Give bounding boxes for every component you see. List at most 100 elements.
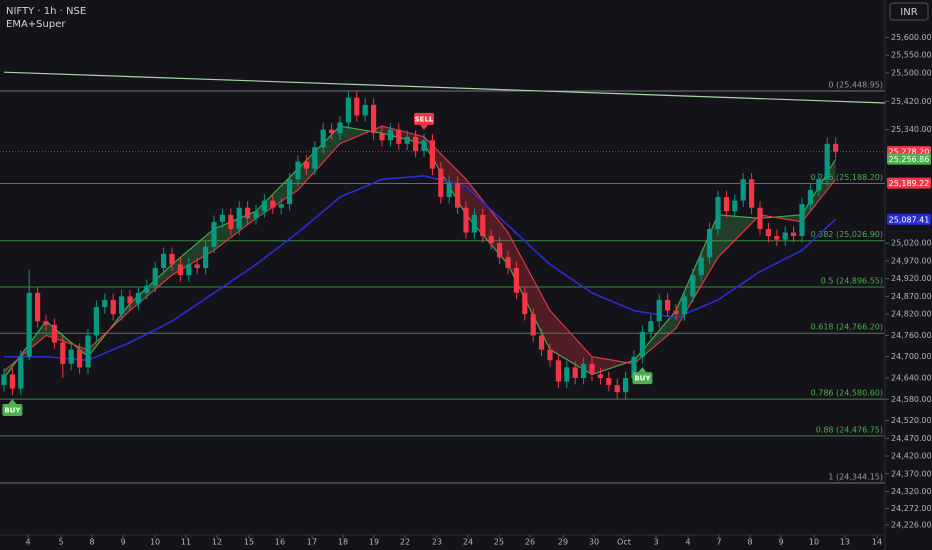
currency[interactable]: INR xyxy=(900,7,917,18)
x-tick-label: 30 xyxy=(589,538,599,547)
candle-body xyxy=(60,342,66,364)
currency-box[interactable] xyxy=(889,2,929,21)
candle-body xyxy=(639,331,646,357)
candle-body xyxy=(177,264,184,276)
candle-body xyxy=(219,214,226,222)
candle-body xyxy=(135,292,141,304)
signal-box xyxy=(2,404,23,417)
y-tick-label: 24,272.00 xyxy=(891,504,932,513)
cloud xyxy=(298,126,341,190)
candle-body xyxy=(396,129,402,144)
candle-body xyxy=(85,335,91,368)
signal-box xyxy=(414,112,435,125)
signal-pointer xyxy=(420,124,429,130)
y-tick-label: 25,500.00 xyxy=(891,68,932,77)
candle-body xyxy=(597,374,604,379)
price-tag-label: 25,087.41 xyxy=(889,215,930,224)
x-tick-label: 23 xyxy=(432,538,442,547)
y-tick-label: 25,420.00 xyxy=(891,97,932,106)
candle-body xyxy=(303,161,310,169)
y-tick-label: 24,470.00 xyxy=(891,434,932,443)
candle-body xyxy=(446,182,452,198)
signal-label: BUY xyxy=(634,375,651,383)
x-tick-label: 11 xyxy=(181,538,191,547)
x-tick-label: 14 xyxy=(872,538,882,547)
x-tick-label: 25 xyxy=(494,538,504,547)
x-tick-label: 19 xyxy=(369,538,379,547)
candle-body xyxy=(26,292,32,357)
candle-body xyxy=(93,307,99,336)
y-tick-label: 24,870.00 xyxy=(891,292,932,301)
candle-body xyxy=(799,204,805,237)
candle-body xyxy=(186,264,192,276)
candle-body xyxy=(614,385,620,393)
candle-body xyxy=(51,324,57,343)
candle-body xyxy=(723,197,730,212)
candle-body xyxy=(387,129,394,141)
x-tick-label: 9 xyxy=(120,538,125,547)
candle-body xyxy=(732,200,738,212)
y-tick-label: 24,420.00 xyxy=(891,452,932,461)
candle-body xyxy=(118,296,125,315)
x-tick-label: Oct xyxy=(617,538,631,547)
candle-body xyxy=(161,253,167,269)
candle-body xyxy=(312,147,318,169)
price-tag-label: 25,189.22 xyxy=(889,179,930,188)
candle-body xyxy=(278,204,284,208)
x-tick-label: 3 xyxy=(653,538,658,547)
y-tick-label: 24,320.00 xyxy=(891,487,932,496)
candle-body xyxy=(690,275,696,297)
candle-body xyxy=(194,264,200,269)
candle-body xyxy=(152,268,158,286)
y-tick-label: 24,820.00 xyxy=(891,310,932,319)
candle-body xyxy=(320,129,326,148)
signal-label: BUY xyxy=(4,407,21,415)
x-tick-label: 13 xyxy=(840,538,850,547)
candle-body xyxy=(295,161,301,180)
candle-body xyxy=(623,378,629,393)
fib-label: 0.618 (24,766.20) xyxy=(811,323,883,332)
candle-body xyxy=(749,179,755,208)
fib-label: 0.236 (25,188.20) xyxy=(811,173,883,182)
candle-body xyxy=(631,356,637,379)
y-tick-label: 25,020.00 xyxy=(891,239,932,248)
candle-body xyxy=(329,129,335,134)
candle-body xyxy=(497,243,503,258)
y-tick-label: 24,760.00 xyxy=(891,331,932,340)
x-tick-label: 10 xyxy=(150,538,160,547)
candle-body xyxy=(228,214,234,229)
x-tick-label: 8 xyxy=(89,538,94,547)
fib-label: 0.786 (24,580.60) xyxy=(811,389,883,398)
signal-pointer xyxy=(8,399,17,405)
candle-body xyxy=(488,236,494,244)
candle-body xyxy=(782,232,788,240)
x-tick-label: 15 xyxy=(244,538,254,547)
candle-body xyxy=(203,246,209,269)
indicator-line xyxy=(4,174,837,362)
candle-body xyxy=(236,207,242,229)
price-tag-label: 25,256.86 xyxy=(889,155,930,164)
candle-body xyxy=(522,292,528,315)
candle-body xyxy=(337,122,343,134)
plot-area: 0 (25,448.95) 0.236 (25,188.20) 0.382 (25,… xyxy=(0,71,887,484)
x-tick-label: 8 xyxy=(747,538,752,547)
candle-body xyxy=(379,133,385,141)
candle-body xyxy=(539,335,545,350)
y-tick-label: 24,370.00 xyxy=(891,469,932,478)
candle-body xyxy=(774,236,780,240)
x-tick-label: 29 xyxy=(558,538,568,547)
candle-body xyxy=(648,321,654,332)
x-tick-label: 17 xyxy=(307,538,317,547)
cloud xyxy=(172,228,215,276)
fib-label: 0 (25,448.95) xyxy=(828,80,883,89)
x-tick-label: 16 xyxy=(275,538,285,547)
candle-body xyxy=(169,253,175,265)
candle-body xyxy=(765,228,772,237)
candle-body xyxy=(287,179,293,205)
candle-body xyxy=(404,136,410,144)
candle-body xyxy=(261,200,268,212)
price-tag xyxy=(887,213,931,225)
cloud xyxy=(550,310,593,375)
x-tick-label: 24 xyxy=(463,538,473,547)
